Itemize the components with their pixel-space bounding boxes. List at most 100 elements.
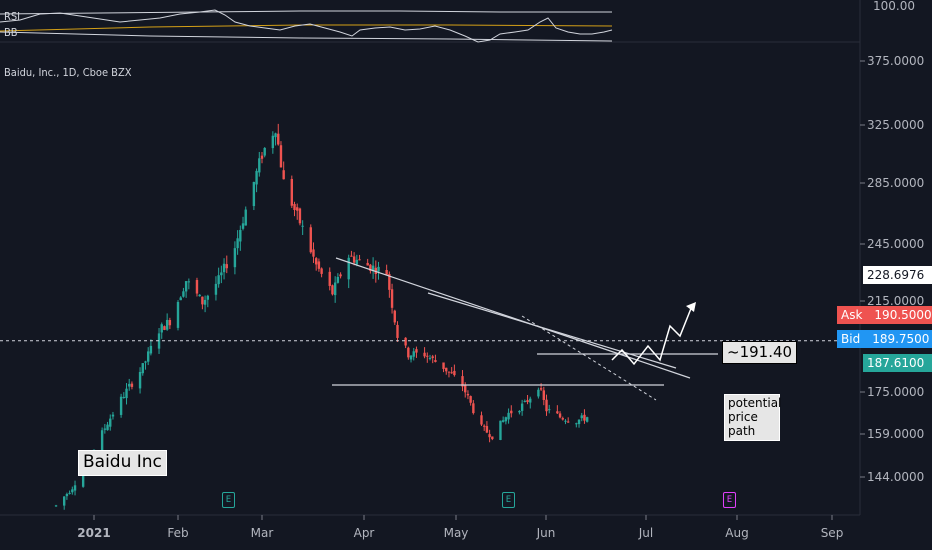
bid-label: Bid	[841, 332, 861, 346]
x-tick-label: May	[444, 526, 469, 540]
potential-path-note[interactable]: potential price path	[724, 394, 781, 442]
candle-body	[201, 296, 204, 305]
x-tick-label: Jul	[638, 526, 653, 540]
earnings-event-icon[interactable]: E	[222, 492, 235, 508]
candle-body	[491, 436, 494, 440]
y-tick-label: 245.0000	[867, 237, 924, 251]
candle-body	[298, 208, 302, 224]
chart-title-note[interactable]: Baidu Inc	[78, 450, 167, 476]
candle-body	[184, 281, 188, 292]
candle-body	[371, 265, 375, 272]
candle-body	[279, 145, 283, 168]
candle-body	[442, 362, 445, 369]
candle-body	[507, 412, 510, 420]
candle-body	[352, 256, 356, 263]
candle-body	[583, 414, 586, 421]
candle-body	[404, 337, 407, 346]
x-tick-label: Aug	[725, 526, 748, 540]
candle-body	[472, 403, 475, 414]
candle-body	[523, 400, 527, 402]
candle-body	[542, 390, 546, 400]
candle-body	[445, 367, 448, 372]
y-tick-label: 375.0000	[867, 54, 924, 68]
candle-body	[225, 264, 228, 269]
candle-body	[290, 178, 294, 206]
candle-body	[548, 409, 551, 411]
candle-body	[293, 204, 296, 211]
candle-body	[428, 357, 432, 359]
candle-body	[369, 264, 372, 271]
rsi-lower-band	[0, 31, 613, 42]
candle-body	[122, 396, 126, 398]
x-tick-label: Sep	[821, 526, 844, 540]
candle-body	[130, 383, 134, 387]
candle-body	[65, 493, 69, 497]
candle-body	[577, 419, 581, 425]
candle-body	[81, 468, 85, 487]
rsi-pane: RSI BB 100.00	[0, 0, 915, 43]
earnings-event-icon[interactable]: E	[502, 492, 515, 508]
projected-path-arrowhead	[686, 302, 696, 312]
rsi-middle-band	[0, 24, 613, 32]
candle-body	[580, 415, 583, 419]
candle-body	[564, 420, 567, 422]
candle-body	[450, 372, 453, 374]
candle-body	[239, 229, 242, 242]
price-axis[interactable]: 375.0000 325.0000 285.0000 245.0000 215.0000…	[860, 54, 924, 484]
x-tick-label: Apr	[354, 526, 375, 540]
x-tick-label: Jun	[536, 526, 556, 540]
candle-body	[220, 272, 223, 276]
candle-body	[163, 326, 166, 330]
candle-body	[426, 355, 429, 357]
candle-body	[561, 418, 564, 420]
candle-body	[144, 361, 147, 363]
candle-body	[423, 352, 426, 357]
y-tick-label: 325.0000	[867, 118, 924, 132]
price-callout-note[interactable]: ~191.40	[722, 341, 798, 365]
candles	[54, 123, 589, 510]
candle-body	[466, 393, 470, 396]
candle-body	[453, 370, 456, 376]
candle-body	[296, 207, 299, 211]
candle-body	[255, 170, 258, 185]
bb-label: BB	[4, 26, 18, 39]
last-value: 187.6100	[867, 356, 925, 370]
drawings[interactable]	[332, 257, 718, 401]
candle-body	[214, 283, 218, 295]
projected-path[interactable]	[611, 305, 693, 366]
last-price-tag: 187.6100	[863, 354, 932, 372]
time-axis[interactable]: 2021 Feb Mar Apr May Jun Jul Aug Sep	[77, 515, 843, 540]
rsi-label: RSI	[4, 10, 20, 23]
resistance-trendline-1[interactable]	[335, 257, 691, 379]
candle-body	[176, 301, 180, 328]
candle-body	[179, 297, 182, 301]
candle-body	[128, 383, 131, 387]
candle-body	[54, 505, 58, 507]
candle-body	[141, 363, 144, 374]
candle-body	[244, 209, 247, 226]
candle-body	[62, 496, 66, 506]
dashed-trendline[interactable]	[521, 315, 657, 401]
bid-value: 189.7500	[872, 332, 930, 346]
candle-body	[488, 434, 491, 438]
y-tick-label: 175.0000	[867, 385, 924, 399]
x-tick-label: Mar	[251, 526, 274, 540]
candle-body	[149, 345, 153, 354]
candle-body	[160, 324, 163, 333]
x-tick-label: Feb	[167, 526, 188, 540]
candle-body	[119, 396, 123, 415]
candle-body	[469, 396, 472, 403]
candle-body	[187, 281, 191, 283]
candle-body	[258, 158, 261, 173]
candle-body	[252, 181, 256, 207]
candle-body	[198, 294, 201, 297]
candle-body	[271, 135, 275, 149]
candle-body	[195, 280, 199, 294]
candle-body	[233, 248, 237, 268]
resistance-trendline-2[interactable]	[427, 292, 677, 369]
candle-body	[355, 259, 359, 265]
future-earnings-event-icon[interactable]: E	[723, 492, 736, 508]
candle-body	[165, 319, 169, 330]
rsi-axis-label: 100.00	[873, 0, 915, 13]
